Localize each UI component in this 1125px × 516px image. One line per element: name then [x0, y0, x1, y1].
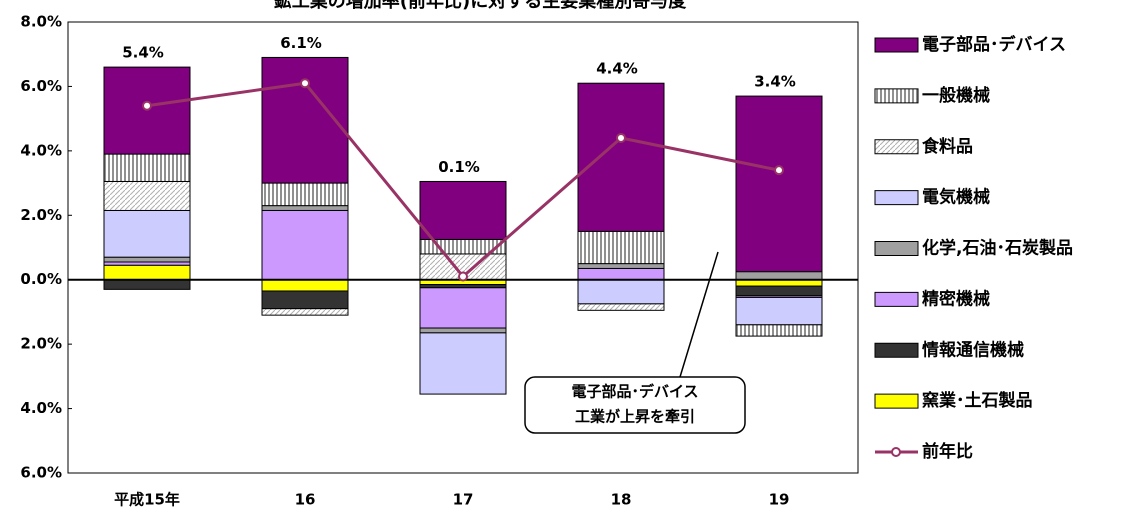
bar-segment: [735, 271, 823, 281]
bar-segment: [261, 182, 349, 207]
bar-segment: [735, 95, 823, 273]
bar-segment: [103, 264, 191, 281]
y-tick-label: 0.0%: [20, 270, 62, 288]
bar-segment: [103, 256, 191, 263]
y-tick-label: 4.0%: [20, 399, 62, 417]
y-tick-label: 6.0%: [20, 464, 62, 482]
bar-segment: [261, 308, 349, 316]
y-tick-label: 2.0%: [20, 335, 62, 353]
bar-segment: [577, 267, 665, 281]
legend-label: 電子部品･デバイス: [922, 34, 1066, 55]
data-label: 3.4%: [754, 73, 796, 91]
bar-segment: [577, 230, 665, 265]
legend-label: 電気機械: [922, 187, 990, 208]
data-label: 4.4%: [596, 60, 638, 78]
legend-label: 窯業･土石製品: [922, 390, 1033, 411]
y-tick-label: 2.0%: [20, 206, 62, 224]
y-tick-label: 4.0%: [20, 141, 62, 159]
bar-segment: [577, 263, 665, 269]
chart-title: 鉱工業の増加率(前年比)に対する主要業種別寄与度: [274, 0, 687, 12]
plot-frame: [67, 21, 859, 474]
bar-segment: [735, 324, 823, 337]
annotation: 工業が上昇を牽引: [575, 408, 695, 426]
legend-swatch: [874, 393, 919, 409]
legend-label: 情報通信機械: [922, 339, 1024, 360]
callout-box: [524, 376, 746, 434]
legend-swatch: [874, 37, 919, 53]
line-point: [616, 132, 626, 143]
line-point: [300, 78, 310, 89]
legend-swatch: [874, 342, 919, 358]
line-point: [774, 165, 784, 176]
bar-segment: [419, 287, 507, 329]
callout-leader: [679, 251, 719, 378]
y-tick-label: 8.0%: [20, 13, 62, 31]
bar-segment: [261, 209, 349, 281]
bar-segment: [577, 82, 665, 232]
legend-label: 食料品: [922, 136, 973, 157]
bar-segment: [577, 279, 665, 305]
legend-swatch: [874, 190, 919, 206]
data-label: 6.1%: [280, 34, 322, 52]
bar-segment: [735, 296, 823, 326]
legend-label: 前年比: [922, 441, 973, 462]
legend-swatch: [874, 88, 919, 104]
bar-segment: [103, 153, 191, 182]
x-tick-label: 19: [769, 491, 790, 509]
bar-segment: [261, 205, 349, 211]
bar-segment: [103, 180, 191, 211]
y-tick-label: 6.0%: [20, 77, 62, 95]
bar-segment: [103, 279, 191, 290]
annotation: 電子部品･デバイス: [571, 383, 698, 401]
bar-segment: [419, 327, 507, 334]
x-tick-label: 16: [295, 491, 316, 509]
data-label: 5.4%: [122, 44, 164, 62]
legend-marker: [891, 447, 901, 457]
legend-label: 一般機械: [922, 85, 990, 106]
bar-segment: [735, 285, 823, 297]
legend-swatch: [874, 291, 919, 307]
bar-segment: [261, 279, 349, 292]
bar-segment: [577, 303, 665, 311]
legend-label: 化学,石油･石炭製品: [922, 238, 1073, 259]
x-tick-label: 17: [453, 491, 474, 509]
x-tick-label: 18: [611, 491, 632, 509]
legend-swatch: [874, 241, 919, 256]
data-label: 0.1%: [438, 158, 480, 176]
bar-segment: [261, 290, 349, 310]
x-tick-label: 平成15年: [114, 491, 180, 509]
line-point: [458, 271, 468, 282]
legend-label: 精密機械: [922, 288, 990, 309]
line-point: [142, 100, 152, 111]
bar-segment: [419, 332, 507, 395]
bar-segment: [419, 180, 507, 240]
bar-segment: [103, 209, 191, 258]
legend-swatch: [874, 139, 919, 155]
